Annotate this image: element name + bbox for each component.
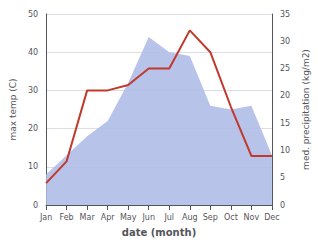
svg-text:Dec: Dec	[264, 213, 279, 222]
svg-text:Apr: Apr	[101, 213, 116, 222]
svg-text:Sep: Sep	[203, 213, 218, 222]
svg-text:max temp (C): max temp (C)	[8, 78, 18, 140]
svg-text:Oct: Oct	[224, 213, 238, 222]
svg-text:0: 0	[280, 201, 285, 210]
svg-text:30: 30	[280, 37, 290, 46]
svg-text:30: 30	[28, 86, 38, 95]
svg-text:Mar: Mar	[80, 213, 96, 222]
svg-text:10: 10	[280, 146, 290, 155]
svg-text:date (month): date (month)	[122, 227, 196, 238]
svg-text:Aug: Aug	[182, 213, 198, 222]
svg-text:20: 20	[28, 124, 38, 133]
svg-text:35: 35	[280, 10, 290, 19]
svg-text:Jan: Jan	[39, 213, 52, 222]
svg-text:Jun: Jun	[141, 213, 155, 222]
svg-text:20: 20	[280, 91, 290, 100]
svg-text:0: 0	[33, 201, 38, 210]
svg-text:50: 50	[28, 10, 38, 19]
svg-text:5: 5	[280, 173, 285, 182]
svg-text:40: 40	[28, 48, 38, 57]
svg-text:May: May	[120, 213, 137, 222]
svg-text:10: 10	[28, 162, 38, 171]
svg-text:25: 25	[280, 64, 290, 73]
svg-text:Feb: Feb	[60, 213, 74, 222]
svg-text:med. precipitation (kg/m2): med. precipitation (kg/m2)	[301, 49, 311, 170]
svg-text:Jul: Jul	[163, 213, 174, 222]
svg-text:Nov: Nov	[244, 213, 260, 222]
svg-text:15: 15	[280, 119, 290, 128]
